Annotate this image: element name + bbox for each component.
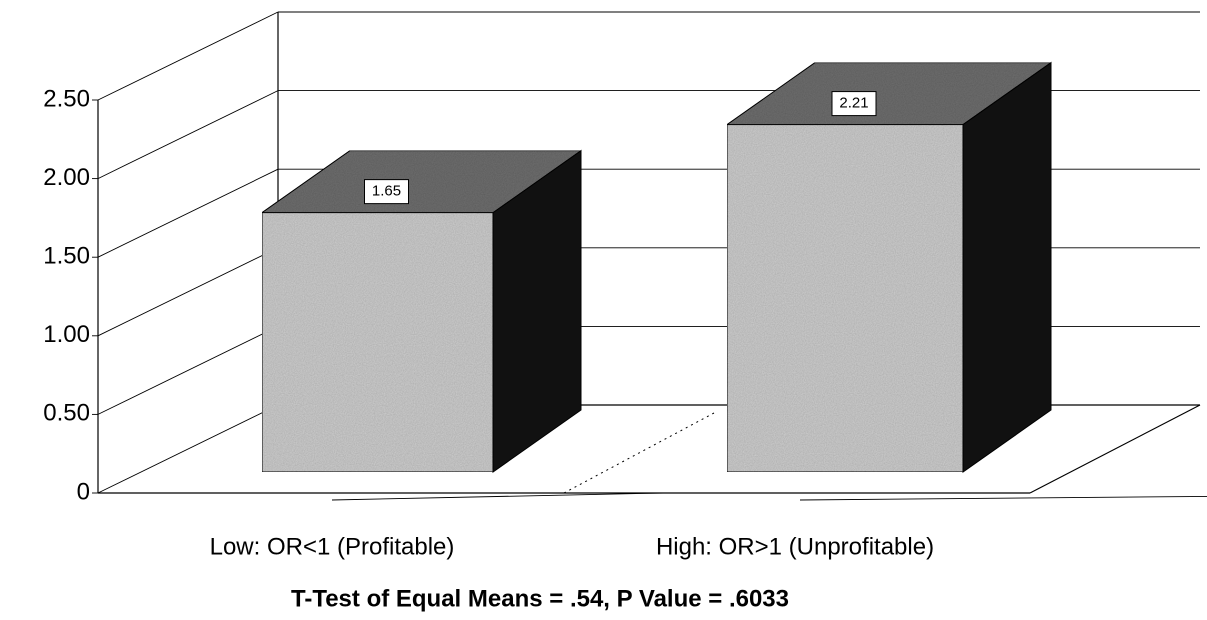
- value-label: 2.21: [839, 95, 868, 112]
- y-tick-label: 0.50: [43, 400, 90, 427]
- bar: [260, 149, 583, 473]
- grid-line-side: [97, 168, 279, 258]
- x-tick: [799, 495, 1207, 501]
- floor-right-edge: [1029, 404, 1201, 494]
- grid-line-side: [97, 247, 279, 337]
- value-label: 1.65: [372, 183, 401, 200]
- grid-line-side: [97, 11, 279, 101]
- x-tick-label: Low: OR<1 (Profitable): [210, 533, 455, 560]
- x-tick-label: High: OR>1 (Unprofitable): [656, 533, 934, 560]
- bar-front: [726, 124, 964, 473]
- y-tick-label: 0: [77, 478, 90, 505]
- grid-line-side: [97, 90, 279, 180]
- y-tick-label: 1.50: [43, 243, 90, 270]
- value-label-box: [364, 179, 409, 205]
- bar-front: [261, 212, 494, 473]
- bar: [725, 61, 1053, 473]
- y-tick-label: 2.50: [43, 85, 90, 112]
- grid-line-side: [97, 325, 279, 415]
- y-tick-label: 1.00: [43, 321, 90, 348]
- y-tick-label: 2.00: [43, 164, 90, 191]
- x-axis-label: T-Test of Equal Means = .54, P Value = .…: [291, 585, 789, 612]
- x-tick: [331, 492, 664, 501]
- value-label-box: [831, 91, 877, 117]
- category-separator: [563, 412, 715, 494]
- grid-line-side: [97, 404, 279, 494]
- bar-side: [962, 61, 1052, 473]
